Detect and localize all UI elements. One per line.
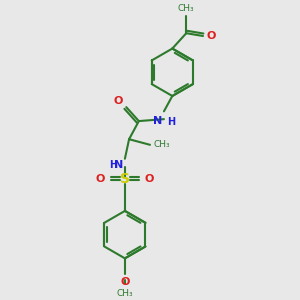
Text: N: N [114,160,124,170]
Text: O: O [206,31,216,41]
Text: O: O [120,277,130,287]
Text: H: H [167,117,175,127]
Text: H: H [109,160,117,170]
Text: CH₃: CH₃ [178,4,195,13]
Text: S: S [120,172,130,186]
Text: O: O [95,174,105,184]
Text: N: N [153,116,163,125]
Text: O: O [145,174,154,184]
Text: CH₃: CH₃ [117,289,133,298]
Text: CH₃: CH₃ [153,140,170,149]
Text: O: O [114,96,123,106]
